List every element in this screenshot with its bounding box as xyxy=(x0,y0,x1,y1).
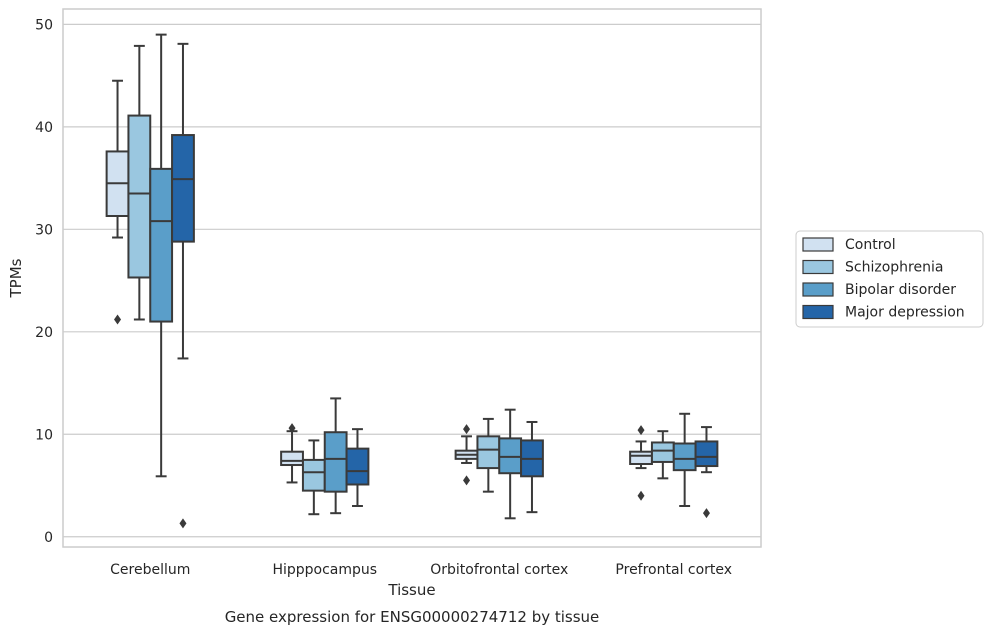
box-body xyxy=(280,450,304,467)
outlier-0 xyxy=(702,508,710,519)
outlier-0 xyxy=(637,425,645,436)
box-3-3 xyxy=(694,426,719,519)
plot-frame xyxy=(62,8,762,548)
outlier-0 xyxy=(114,314,122,325)
box-body xyxy=(650,441,675,463)
box-body xyxy=(323,431,348,493)
legend-label: Schizophrenia xyxy=(845,260,943,276)
y-tick-label-0: 0 xyxy=(44,530,53,546)
legend-item-0: Control xyxy=(802,237,896,253)
box-body xyxy=(498,437,523,475)
x-axis-label: Tissue xyxy=(387,581,435,599)
box-body xyxy=(345,447,370,486)
chart-caption: Gene expression for ENSG00000274712 by t… xyxy=(225,608,600,626)
x-axis-ticks: Cerebellum Hipppocampus Orbitofrontal cort… xyxy=(110,562,732,578)
outlier-1 xyxy=(463,475,471,486)
box-0-0 xyxy=(105,79,130,325)
box-body xyxy=(629,450,653,465)
outlier-0 xyxy=(288,423,296,434)
legend: Control Schizophrenia Bipolar disorder Majo… xyxy=(795,230,984,328)
box-2-1 xyxy=(476,417,501,493)
box-body xyxy=(476,435,501,470)
box-0-3 xyxy=(171,42,195,529)
box-2-2 xyxy=(498,408,523,520)
y-axis-label: TPMs xyxy=(7,258,25,298)
legend-item-3: Major depression xyxy=(802,304,965,321)
outlier-0 xyxy=(179,518,187,529)
box-0-2 xyxy=(149,33,174,478)
x-tick-label-0: Cerebellum xyxy=(110,562,190,578)
legend-swatch xyxy=(802,237,834,252)
outlier-0 xyxy=(463,424,471,435)
box-body xyxy=(127,114,152,279)
x-tick-label-2: Orbitofrontal cortex xyxy=(430,562,568,578)
legend-label: Control xyxy=(845,237,896,253)
legend-frame xyxy=(795,230,984,328)
y-axis-ticks: 0 10 20 30 40 50 xyxy=(35,17,53,545)
x-tick-label-3: Prefrontal cortex xyxy=(615,562,732,578)
y-tick-label-40: 40 xyxy=(35,120,53,136)
legend-item-2: Bipolar disorder xyxy=(802,282,956,298)
legend-item-1: Schizophrenia xyxy=(802,259,943,276)
x-tick-label-1: Hipppocampus xyxy=(272,562,377,578)
legend-swatch xyxy=(802,259,834,275)
y-tick-label-30: 30 xyxy=(35,222,53,238)
box-1-3 xyxy=(345,428,370,508)
outlier-1 xyxy=(637,490,645,501)
box-body xyxy=(694,440,719,468)
legend-swatch xyxy=(802,304,834,320)
box-1-0 xyxy=(280,423,304,484)
box-2-3 xyxy=(520,420,544,514)
box-3-0 xyxy=(629,425,653,501)
box-body xyxy=(301,458,326,492)
legend-label: Major depression xyxy=(845,305,965,321)
boxes-layer xyxy=(105,33,719,529)
legend-label: Bipolar disorder xyxy=(845,282,956,298)
y-tick-label-50: 50 xyxy=(35,17,53,33)
y-tick-label-10: 10 xyxy=(35,427,53,443)
box-body xyxy=(149,167,174,323)
y-tick-label-20: 20 xyxy=(35,325,53,341)
legend-swatch xyxy=(802,282,834,297)
box-body xyxy=(171,134,195,243)
box-body xyxy=(672,442,697,472)
